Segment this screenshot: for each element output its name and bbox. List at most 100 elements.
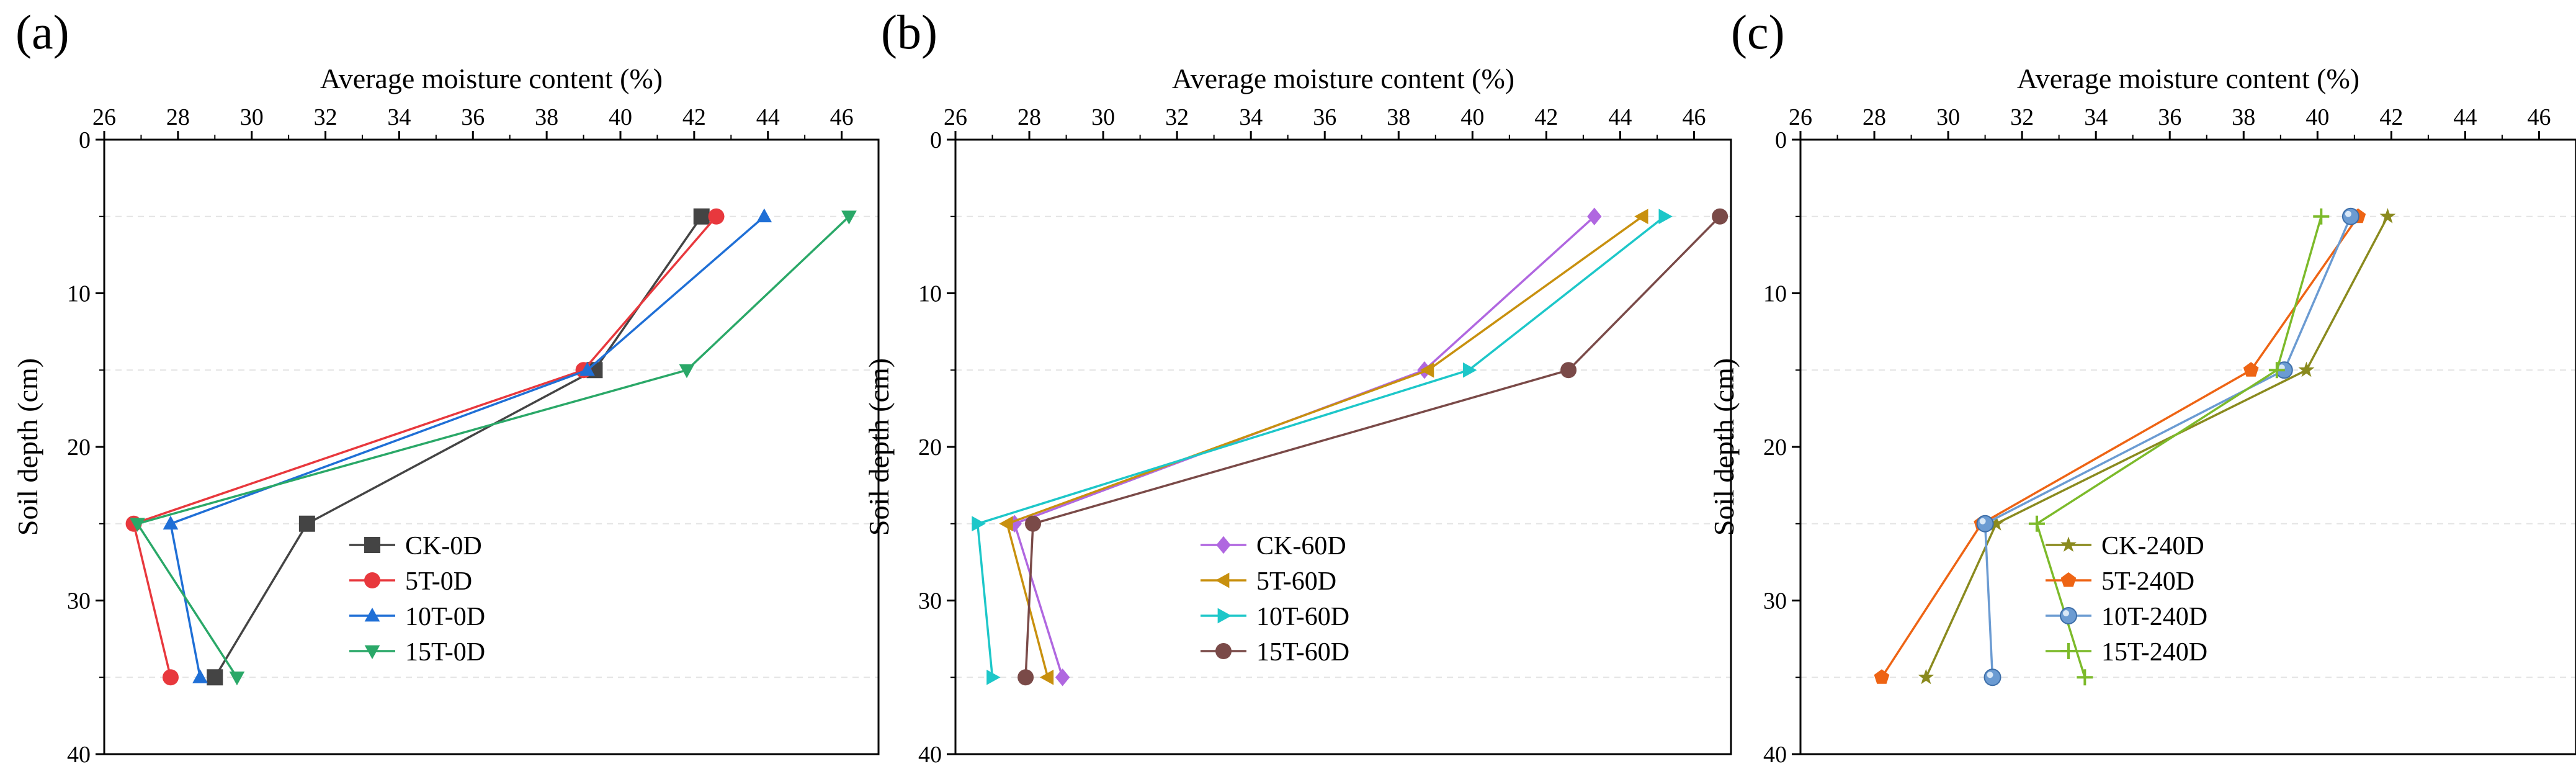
data-point	[972, 516, 986, 532]
legend-marker	[1215, 572, 1230, 588]
legend-marker	[364, 645, 380, 659]
series-1	[1918, 208, 2396, 685]
x-tick-label: 42	[682, 104, 706, 130]
legend-marker	[1215, 643, 1232, 659]
y-axis-title: Soil depth (cm)	[1708, 358, 1740, 536]
data-point	[163, 515, 179, 530]
legend-label: 10T-60D	[1256, 603, 1349, 631]
data-point	[756, 208, 772, 223]
y-axis-title: Soil depth (cm)	[863, 358, 895, 536]
series-3	[163, 208, 772, 683]
data-point	[229, 671, 245, 686]
plot-frame	[103, 138, 880, 755]
series-line	[1983, 216, 2352, 678]
series-line	[169, 215, 765, 678]
legend-marker	[1216, 536, 1231, 554]
x-tick-label: 34	[2084, 104, 2108, 130]
legend-label: 15T-240D	[2101, 638, 2207, 667]
legend-label: 10T-240D	[2101, 603, 2207, 631]
legend-label: 5T-240D	[2101, 567, 2194, 596]
legend-marker	[364, 537, 380, 553]
x-tick-label: 46	[2527, 104, 2551, 130]
series-4	[130, 210, 857, 686]
y-tick-label: 40	[67, 742, 91, 768]
y-tick-label: 20	[918, 434, 942, 461]
series-line	[132, 215, 717, 678]
data-point-highlight	[2345, 210, 2351, 217]
data-point	[1976, 515, 1994, 533]
y-tick-label: 10	[67, 281, 91, 307]
data-point	[1988, 515, 2005, 531]
x-tick-label: 36	[1313, 104, 1336, 130]
legend-label: 10T-0D	[405, 603, 485, 631]
data-point	[2028, 515, 2045, 532]
data-point	[1658, 209, 1673, 225]
series-line	[135, 215, 850, 678]
x-tick-label: 38	[2232, 104, 2255, 130]
x-tick-label: 40	[2305, 104, 2329, 130]
legend-label: CK-0D	[405, 532, 482, 560]
data-point	[130, 518, 145, 532]
x-tick-label: 32	[314, 104, 338, 130]
data-point	[1017, 669, 1034, 686]
x-tick-label: 26	[1789, 104, 1812, 130]
data-point	[1634, 209, 1648, 225]
y-tick-label: 30	[918, 588, 942, 614]
data-point	[1874, 669, 1890, 684]
x-axis-title: Average moisture content (%)	[320, 63, 663, 94]
y-tick-label: 40	[918, 742, 942, 768]
data-point-highlight	[1987, 672, 1993, 678]
series-line	[213, 215, 703, 678]
x-tick-label: 46	[1682, 104, 1706, 130]
legend-marker	[1217, 608, 1232, 624]
legend: CK-240D 5T-240D 10T-240D 15T-240D	[2046, 532, 2207, 667]
data-point-highlight	[1979, 518, 1986, 524]
legend: CK-0D 5T-0D 10T-0D 15T-0D	[349, 532, 485, 667]
x-tick-label: 38	[535, 104, 558, 130]
x-axis-title: Average moisture content (%)	[1172, 63, 1514, 94]
y-tick-label: 10	[918, 281, 942, 307]
panel-label: (c)	[1731, 5, 1785, 59]
data-point	[2341, 207, 2359, 225]
data-point	[2268, 362, 2285, 379]
legend-label: 5T-60D	[1256, 567, 1336, 596]
data-point	[999, 516, 1013, 532]
x-tick-label: 34	[387, 104, 411, 130]
legend: CK-60D 5T-60D 10T-60D 15T-60D	[1201, 532, 1349, 667]
data-point	[579, 362, 595, 376]
data-point	[1983, 668, 2001, 686]
data-point	[192, 669, 208, 683]
data-point	[162, 669, 179, 686]
series-4	[1017, 208, 1729, 686]
x-tick-label: 28	[166, 104, 190, 130]
panel-label: (b)	[881, 5, 937, 59]
series-3	[1976, 207, 2359, 686]
x-tick-label: 28	[1017, 104, 1041, 130]
data-point	[2313, 208, 2330, 225]
y-axis-title: Soil depth (cm)	[12, 358, 43, 536]
x-tick-label: 44	[1608, 104, 1632, 130]
x-tick-label: 30	[1936, 104, 1960, 130]
data-point	[1587, 207, 1602, 226]
x-tick-label: 40	[609, 104, 632, 130]
data-point	[986, 669, 1001, 685]
x-tick-label: 36	[461, 104, 485, 130]
x-tick-label: 40	[1460, 104, 1484, 130]
panel-label: (a)	[16, 5, 69, 59]
data-point	[1025, 515, 1041, 532]
x-tick-label: 30	[1091, 104, 1115, 130]
chart-panel-3: (c) 26 28 30 32 34 36 38 40 42 44 46 0 10 20 30 40 Averag…	[1708, 5, 2576, 768]
legend-label: 5T-0D	[405, 567, 472, 596]
data-point	[2243, 362, 2259, 377]
legend-marker	[364, 572, 380, 588]
legend-label: 15T-0D	[405, 638, 485, 667]
data-point	[2077, 669, 2093, 686]
data-point	[1918, 668, 1934, 685]
series-2	[999, 209, 1648, 685]
legend-marker	[2060, 536, 2077, 552]
legend-label: CK-60D	[1256, 532, 1346, 560]
x-tick-label: 32	[1165, 104, 1189, 130]
y-tick-label: 0	[79, 127, 91, 153]
data-point	[1560, 362, 1577, 379]
